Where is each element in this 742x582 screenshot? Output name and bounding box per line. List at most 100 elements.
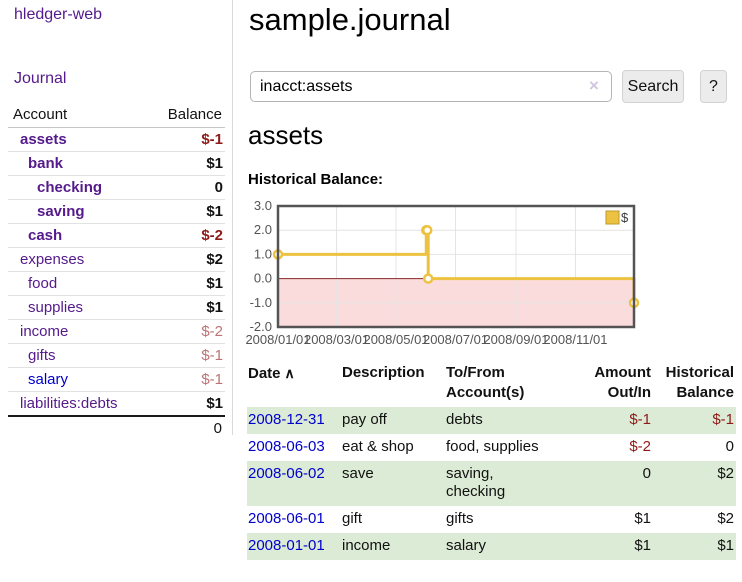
historical-balance-chart: $3.0 2.0 1.0 0.0 -1.0 -2.0 2008/01/01 2008/03/0… — [240, 198, 640, 353]
transaction-balance: $1 — [653, 533, 736, 560]
transaction-date-link[interactable]: 2008-01-01 — [248, 537, 325, 554]
account-balance: $1 — [150, 295, 225, 320]
transaction-balance: 0 — [725, 438, 734, 455]
svg-text:2008/11/01: 2008/11/01 — [543, 332, 607, 347]
account-row: cash $-2 — [8, 223, 225, 248]
account-balance: $2 — [150, 247, 225, 272]
search-input[interactable] — [250, 71, 612, 102]
svg-text:2008/05/01: 2008/05/01 — [363, 332, 428, 347]
transaction-date-link[interactable]: 2008-06-03 — [248, 438, 325, 455]
account-heading: assets — [248, 120, 324, 150]
transaction-accounts: saving, checking — [445, 461, 581, 506]
register-table: Date ∧ Description To/From Account(s) Amo… — [247, 361, 736, 560]
register-column-header-accounts: To/From Account(s) — [446, 364, 525, 401]
account-row: assets $-1 — [8, 128, 225, 152]
account-row: salary $-1 — [8, 367, 225, 392]
account-link-liabilities-debts[interactable]: liabilities:debts — [20, 395, 118, 412]
sidebar-item-journal[interactable]: Journal — [14, 70, 67, 87]
account-link-bank[interactable]: bank — [28, 155, 64, 172]
account-link-expenses[interactable]: expenses — [20, 251, 85, 268]
account-row: income $-2 — [8, 319, 225, 344]
svg-text:1.0: 1.0 — [254, 246, 272, 261]
register-row: 2008-06-03 eat & shop food, supplies $-2… — [247, 434, 736, 461]
account-row: bank $1 — [8, 151, 225, 176]
svg-text:2008/07/01: 2008/07/01 — [423, 332, 488, 347]
register-row: 2008-01-01 income salary $1 $1 — [247, 533, 736, 560]
accounts-total-value: 0 — [150, 415, 225, 440]
register-column-header-date: Date ∧ — [248, 365, 295, 382]
accounts-column-header-balance: Balance — [150, 103, 225, 128]
account-row: supplies $1 — [8, 295, 225, 320]
svg-text:2008/03/01: 2008/03/01 — [304, 332, 369, 347]
search-button[interactable]: Search — [622, 70, 684, 103]
accounts-table: Account Balance assets $-1 bank $1 check… — [8, 103, 225, 440]
transaction-description: pay off — [341, 407, 445, 434]
clear-search-icon[interactable]: × — [589, 76, 599, 95]
account-link-salary[interactable]: salary — [28, 371, 69, 388]
account-balance: $1 — [150, 151, 225, 176]
svg-text:2008/09/01: 2008/09/01 — [483, 332, 548, 347]
transaction-date-link[interactable]: 2008-12-31 — [248, 411, 325, 428]
transaction-accounts: debts — [445, 407, 581, 434]
historical-balance-label: Historical Balance: — [248, 171, 384, 188]
transaction-amount: $1 — [634, 510, 651, 527]
account-link-cash[interactable]: cash — [28, 227, 63, 244]
accounts-panel: Account Balance assets $-1 bank $1 check… — [8, 103, 225, 440]
account-link-assets[interactable]: assets — [20, 131, 67, 148]
account-row: checking 0 — [8, 175, 225, 200]
account-link-saving[interactable]: saving — [37, 203, 85, 220]
register-panel: Date ∧ Description To/From Account(s) Amo… — [247, 361, 736, 560]
account-balance: $-1 — [201, 131, 223, 148]
accounts-total-row: 0 — [8, 415, 225, 440]
account-link-supplies[interactable]: supplies — [28, 299, 84, 316]
register-column-header-balance: Historical Balance — [665, 364, 734, 401]
chart-canvas: $3.0 2.0 1.0 0.0 -1.0 -2.02008/01/012008/03/0… — [245, 198, 640, 347]
register-column-header-description: Description — [342, 364, 425, 381]
account-link-food[interactable]: food — [28, 275, 58, 292]
account-row: food $1 — [8, 271, 225, 296]
svg-text:$: $ — [621, 210, 629, 225]
transaction-accounts: salary — [445, 533, 581, 560]
account-balance: $-2 — [150, 319, 225, 344]
transaction-balance: $2 — [717, 510, 734, 527]
account-balance: 0 — [150, 175, 225, 200]
account-row: liabilities:debts $1 — [8, 391, 225, 416]
account-balance: $1 — [150, 391, 225, 416]
transaction-date-link[interactable]: 2008-06-01 — [248, 510, 325, 527]
account-link-gifts[interactable]: gifts — [28, 347, 56, 364]
account-row: gifts $-1 — [8, 343, 225, 368]
account-link-checking[interactable]: checking — [37, 179, 103, 196]
account-link-income[interactable]: income — [20, 323, 69, 340]
register-row: 2008-12-31 pay off debts $-1 $-1 — [247, 407, 736, 434]
account-balance: $-1 — [150, 367, 225, 392]
svg-text:-2.0: -2.0 — [250, 319, 272, 334]
account-balance: $1 — [150, 271, 225, 296]
register-column-header-amount: Amount Out/In — [594, 364, 651, 401]
sidebar: hledger-web Journal Account Balance asse… — [0, 0, 233, 440]
transaction-description: gift — [342, 510, 363, 527]
transaction-accounts: food, supplies — [446, 438, 539, 455]
account-row: saving $1 — [8, 199, 225, 224]
account-balance: $-2 — [150, 223, 225, 248]
transaction-balance: $-1 — [653, 407, 736, 434]
accounts-column-header-account: Account — [8, 103, 150, 128]
transaction-description: save — [341, 461, 445, 506]
app-brand-link[interactable]: hledger-web — [14, 6, 103, 23]
svg-text:2.0: 2.0 — [254, 222, 272, 237]
search-help-button[interactable]: ? — [700, 70, 727, 103]
transaction-amount: $1 — [581, 533, 653, 560]
account-balance: $-1 — [150, 343, 225, 368]
main-content: sample.journal × Search ? assets Histori… — [245, 0, 742, 582]
transaction-description: income — [341, 533, 445, 560]
svg-text:-1.0: -1.0 — [250, 295, 272, 310]
transaction-balance: $2 — [653, 461, 736, 506]
transaction-accounts: gifts — [446, 510, 474, 527]
transaction-amount: $-1 — [581, 407, 653, 434]
register-row: 2008-06-02 save saving, checking 0 $2 — [247, 461, 736, 506]
transaction-date-link[interactable]: 2008-06-02 — [248, 465, 325, 482]
register-header-row: Date ∧ Description To/From Account(s) Amo… — [247, 361, 736, 407]
svg-text:3.0: 3.0 — [254, 201, 272, 213]
svg-text:0.0: 0.0 — [254, 271, 272, 286]
sort-ascending-icon: ∧ — [284, 365, 295, 381]
transaction-amount: 0 — [581, 461, 653, 506]
